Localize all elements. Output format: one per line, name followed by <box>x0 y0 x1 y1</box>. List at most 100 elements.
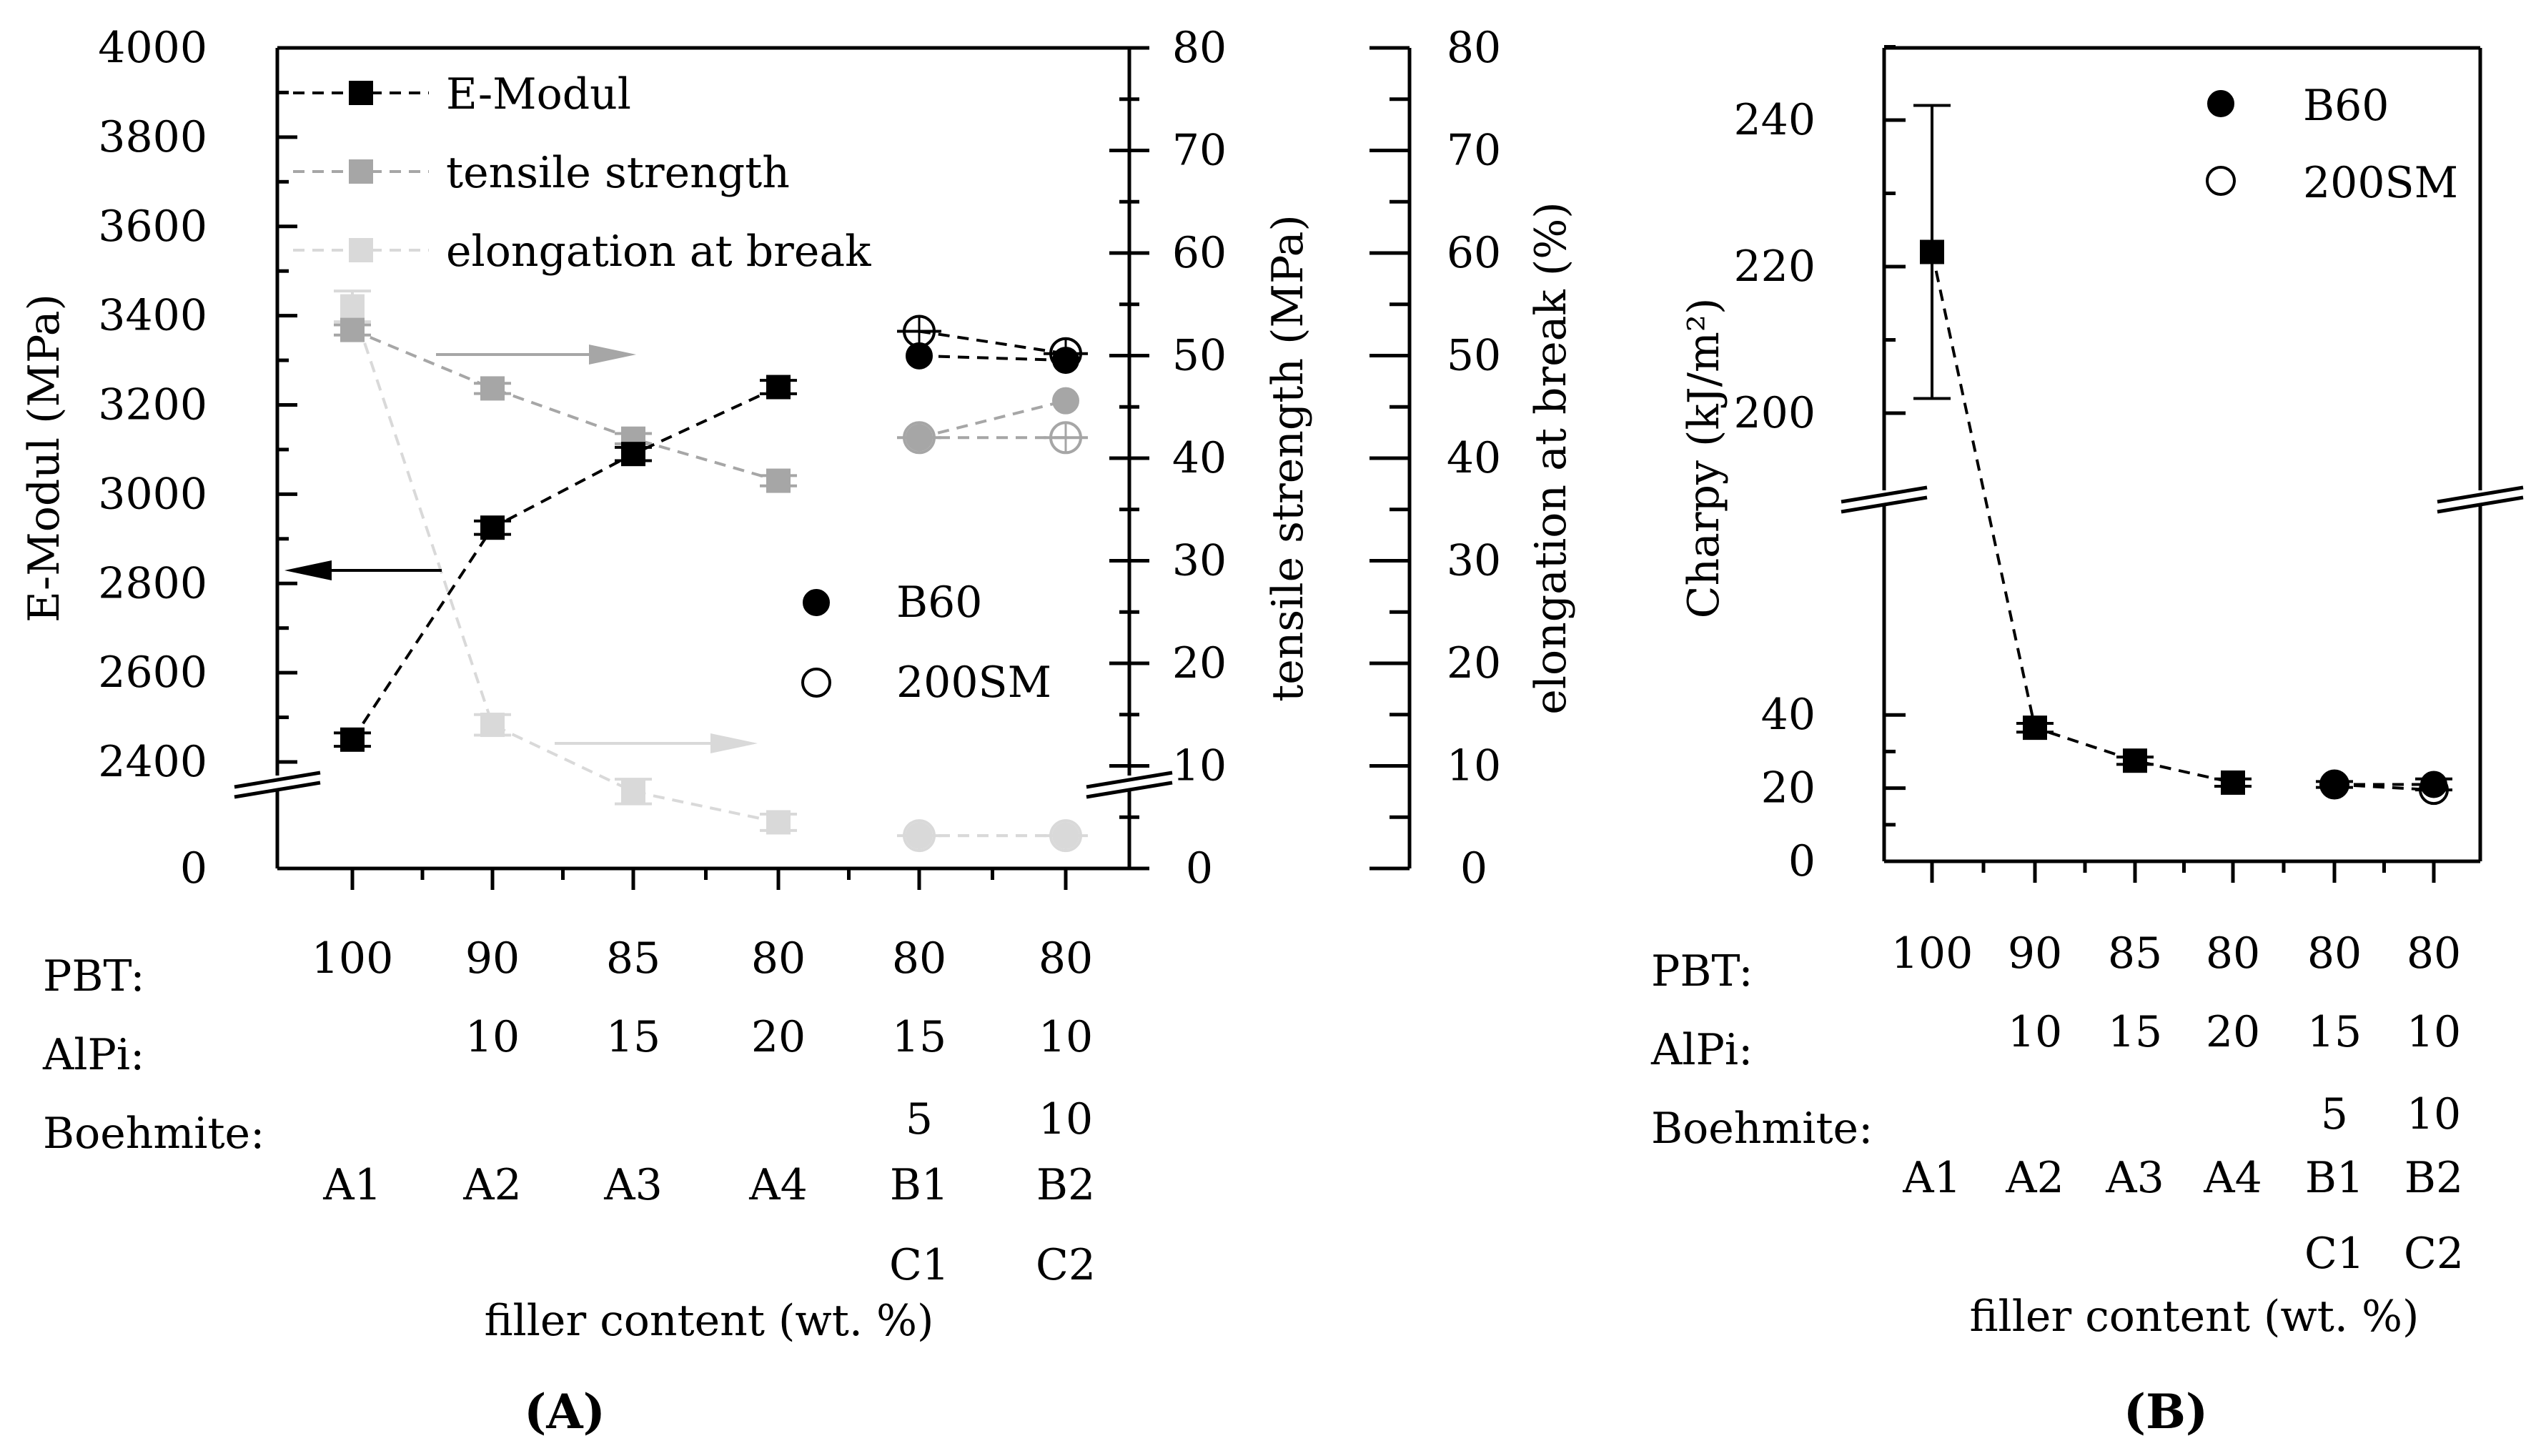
table-cell: 10 <box>465 1012 520 1062</box>
legend-marker-3 <box>349 238 373 262</box>
tensile-strength-marker <box>480 376 505 401</box>
table-cell: 15 <box>2108 1007 2162 1057</box>
table-cell: 5 <box>2321 1089 2348 1139</box>
right2-tick-label: 10 <box>1447 741 1501 791</box>
right-axis-break-gap <box>2437 490 2523 505</box>
emodul-axis-arrow-head <box>284 560 332 580</box>
legend-b60-label: B60 <box>896 578 982 628</box>
charpy-marker <box>2023 715 2047 741</box>
legend-marker-2 <box>349 159 373 184</box>
panel-b: 0 20 40 200 220 240 Charpy (kJ/m²) B60 200SM PBT:… <box>1650 45 2524 1440</box>
table-cell: 90 <box>465 933 520 984</box>
table-cell: 20 <box>2206 1007 2260 1057</box>
x-axis-title: filler content (wt. %) <box>485 1296 934 1346</box>
right2-tick-label: 0 <box>1460 843 1487 893</box>
right1-tick-label: 80 <box>1172 23 1227 73</box>
tensile-strength-marker <box>340 317 365 342</box>
E-Modul-line-main <box>351 385 779 741</box>
sample-id: A1 <box>322 1160 382 1210</box>
right2-axis-title: elongation at break (%) <box>1526 202 1576 714</box>
table-cell: 20 <box>751 1012 806 1062</box>
right1-tick-label: 0 <box>1186 843 1213 893</box>
elongation-axis-arrow-head <box>710 733 758 753</box>
sample-id: A2 <box>462 1160 522 1210</box>
y-tick-label: 20 <box>1761 763 1816 813</box>
elongation-at-break-marker <box>480 713 505 738</box>
E-Modul-marker <box>766 375 791 400</box>
charpy-line-main <box>1931 252 2234 784</box>
left-axis-break-gap <box>234 776 320 790</box>
table-cell: 10 <box>1039 1012 1093 1062</box>
table-row-label: PBT: <box>1651 946 1753 996</box>
table-cell: 85 <box>606 933 660 984</box>
charpy-marker <box>1920 239 1944 264</box>
right1-tick-label: 50 <box>1172 331 1227 381</box>
right-axis-break <box>2437 485 2524 514</box>
y-tick-label: 0 <box>1788 836 1816 886</box>
left-tick-label: 3800 <box>98 112 207 162</box>
emodul-axis-arrow <box>284 560 442 580</box>
tensile-strength-line-b60 <box>918 399 1066 440</box>
legend-label-3: elongation at break <box>446 227 871 277</box>
right1-tick-label: 70 <box>1172 126 1227 176</box>
sample-id: B1 <box>2305 1153 2364 1203</box>
sample-id: B2 <box>2404 1153 2463 1203</box>
legend-label-2: tensile strength <box>446 148 790 198</box>
table-cell: 5 <box>906 1094 933 1144</box>
table-row-label: Boehmite: <box>43 1109 264 1159</box>
table-cell: 10 <box>2407 1007 2461 1057</box>
left-tick-label: 4000 <box>98 23 207 73</box>
table-cell: 80 <box>2407 928 2461 979</box>
right-axis-break-slash-2 <box>1086 781 1173 799</box>
charpy-200sm-marker <box>2419 775 2449 806</box>
elongation-at-break-marker <box>766 810 791 835</box>
table-cell: 80 <box>1039 933 1093 984</box>
right1-tick-label: 20 <box>1172 638 1227 688</box>
left-tick-label: 3000 <box>98 469 207 519</box>
sample-id: A4 <box>2203 1153 2262 1203</box>
legend-200sm-label: 200SM <box>2303 158 2458 208</box>
sample-id-2: C2 <box>1036 1240 1096 1290</box>
right2-tick-label: 40 <box>1447 433 1501 483</box>
table-cell: 80 <box>2206 928 2260 979</box>
legend-b60-marker <box>803 589 830 616</box>
legend-b60-label: B60 <box>2303 81 2389 131</box>
table-row-label: PBT: <box>43 951 145 1001</box>
panel-a: 0240026002800300032003400360038004000E-M… <box>19 23 1576 1440</box>
sample-id-2: C1 <box>889 1240 949 1290</box>
table-row-label: AlPi: <box>1650 1025 1753 1075</box>
left-axis-title: E-Modul (MPa) <box>19 294 69 623</box>
table-row-label: AlPi: <box>42 1030 144 1080</box>
table-cell: 15 <box>606 1012 660 1062</box>
right1-axis-title: tensile strength (MPa) <box>1263 214 1313 702</box>
right2-tick-label: 70 <box>1447 126 1501 176</box>
tensile-axis-arrow-head <box>589 345 636 365</box>
right1-tick-label: 60 <box>1172 228 1227 278</box>
table-cell: 15 <box>2307 1007 2362 1057</box>
table-cell: 10 <box>2407 1089 2461 1139</box>
sample-id: B1 <box>890 1160 948 1210</box>
right-axis-break-gap <box>1086 776 1172 790</box>
sample-id-2: C1 <box>2304 1229 2364 1279</box>
right1-tick-label: 10 <box>1172 741 1227 791</box>
E-Modul-marker <box>480 515 505 540</box>
legend-marker-1 <box>349 81 373 105</box>
sample-id: A3 <box>603 1160 663 1210</box>
legend-200sm-marker <box>801 668 831 698</box>
left-axis-break-slash-2 <box>1841 495 1928 514</box>
E-Modul-200sm-marker <box>1044 337 1088 370</box>
right2-tick-label: 60 <box>1447 228 1501 278</box>
table-cell: 85 <box>2108 928 2162 979</box>
sample-id: A1 <box>1902 1153 1961 1203</box>
right1-tick-label: 40 <box>1172 433 1227 483</box>
right2-tick-label: 80 <box>1447 23 1501 73</box>
right-axis-break-slash-2 <box>2437 495 2524 514</box>
sample-id: A2 <box>2005 1153 2064 1203</box>
elongation-at-break-marker <box>621 779 645 804</box>
E-Modul-marker <box>340 727 365 752</box>
table-cell: 10 <box>1039 1094 1093 1144</box>
right1-tick-label: 30 <box>1172 536 1227 586</box>
legend-200sm-marker <box>2206 166 2236 196</box>
legend-b60-marker <box>2207 90 2234 117</box>
E-Modul-marker <box>621 442 645 467</box>
